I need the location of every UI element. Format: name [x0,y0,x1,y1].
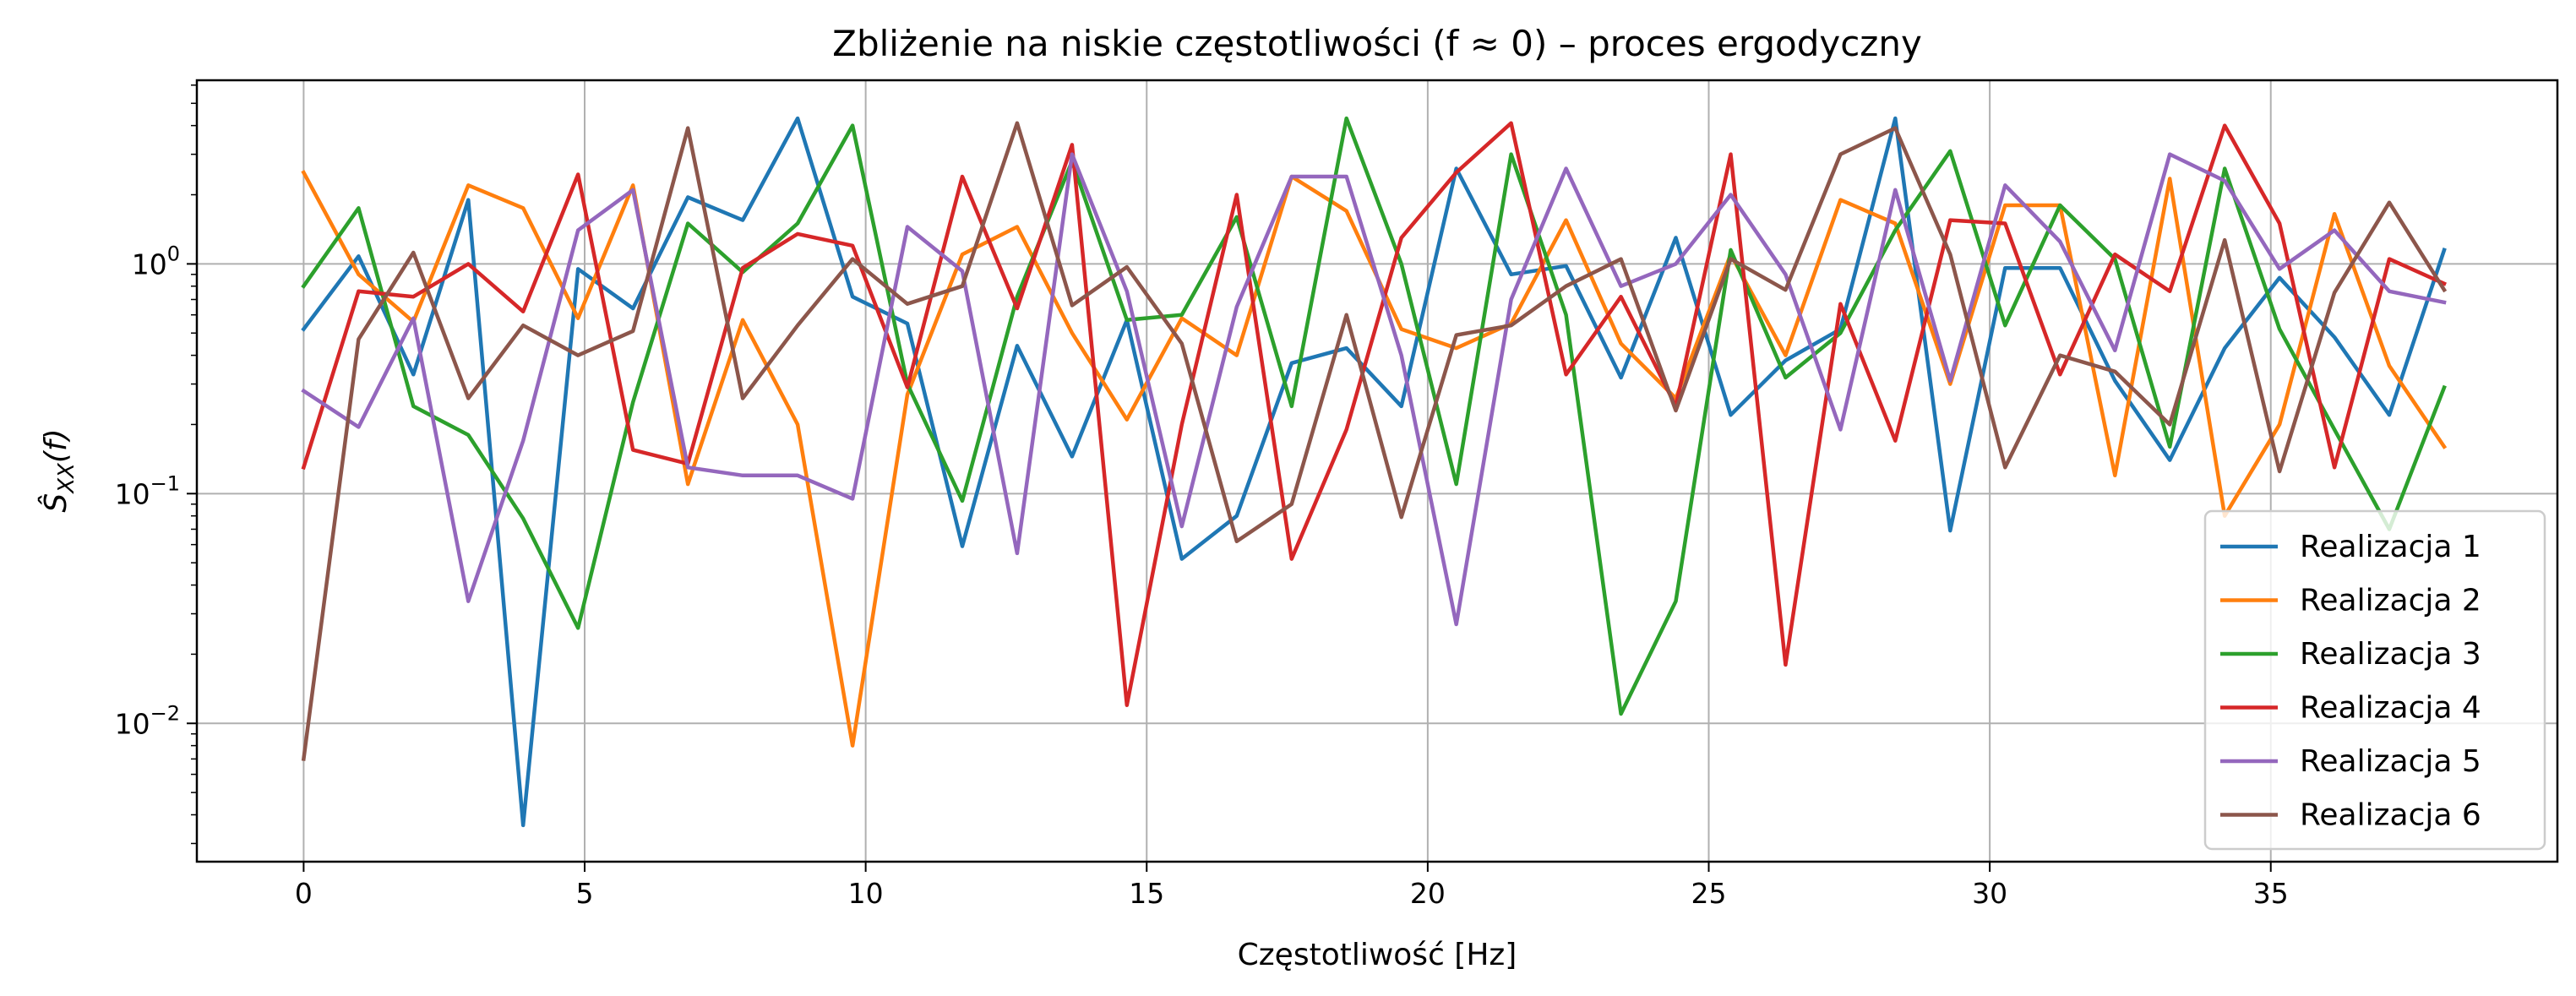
legend-box [2203,509,2546,851]
x-axis-label: Częstotliwość [Hz] [1238,938,1517,972]
x-tick-label: 35 [2253,877,2289,910]
x-tick-label: 15 [1129,877,1164,910]
legend-label: Realizacja 6 [2300,798,2481,833]
chart-title: Zbliżenie na niskie częstotliwości (f ≈ … [832,23,1922,64]
y-tick-label: 10−1 [115,471,180,510]
series-line-5 [301,152,2447,627]
series-line-6 [301,121,2448,761]
legend-label: Realizacja 3 [2300,637,2481,672]
series-line-1 [301,116,2447,828]
x-tick-label: 0 [295,877,313,910]
grid-lines [197,80,2557,862]
y-tick-label: 100 [132,242,180,280]
legend-label: Realizacja 1 [2300,530,2481,564]
series-line-3 [301,116,2447,716]
x-tick-label: 30 [1972,877,2007,910]
plot-frame [195,79,2559,863]
legend: Realizacja 1 Realizacja 2 Realizacja 3 Real… [2203,509,2546,851]
x-tick-label: 25 [1691,877,1726,910]
legend-label: Realizacja 4 [2300,691,2481,726]
x-tick-label: 10 [848,877,884,910]
legend-label: Realizacja 5 [2300,744,2481,779]
legend-label: Realizacja 2 [2300,584,2481,618]
x-tick-label: 20 [1410,877,1446,910]
x-tick-label: 5 [576,877,594,910]
series-lines [301,116,2448,828]
axis-ticks: 0 5 10 15 20 25 30 35 10−2 10−1 100 [115,84,2289,910]
y-tick-label: 10−2 [115,701,180,740]
y-axis-label: ŜXX(f) [38,428,79,512]
series-line-4 [301,121,2447,707]
